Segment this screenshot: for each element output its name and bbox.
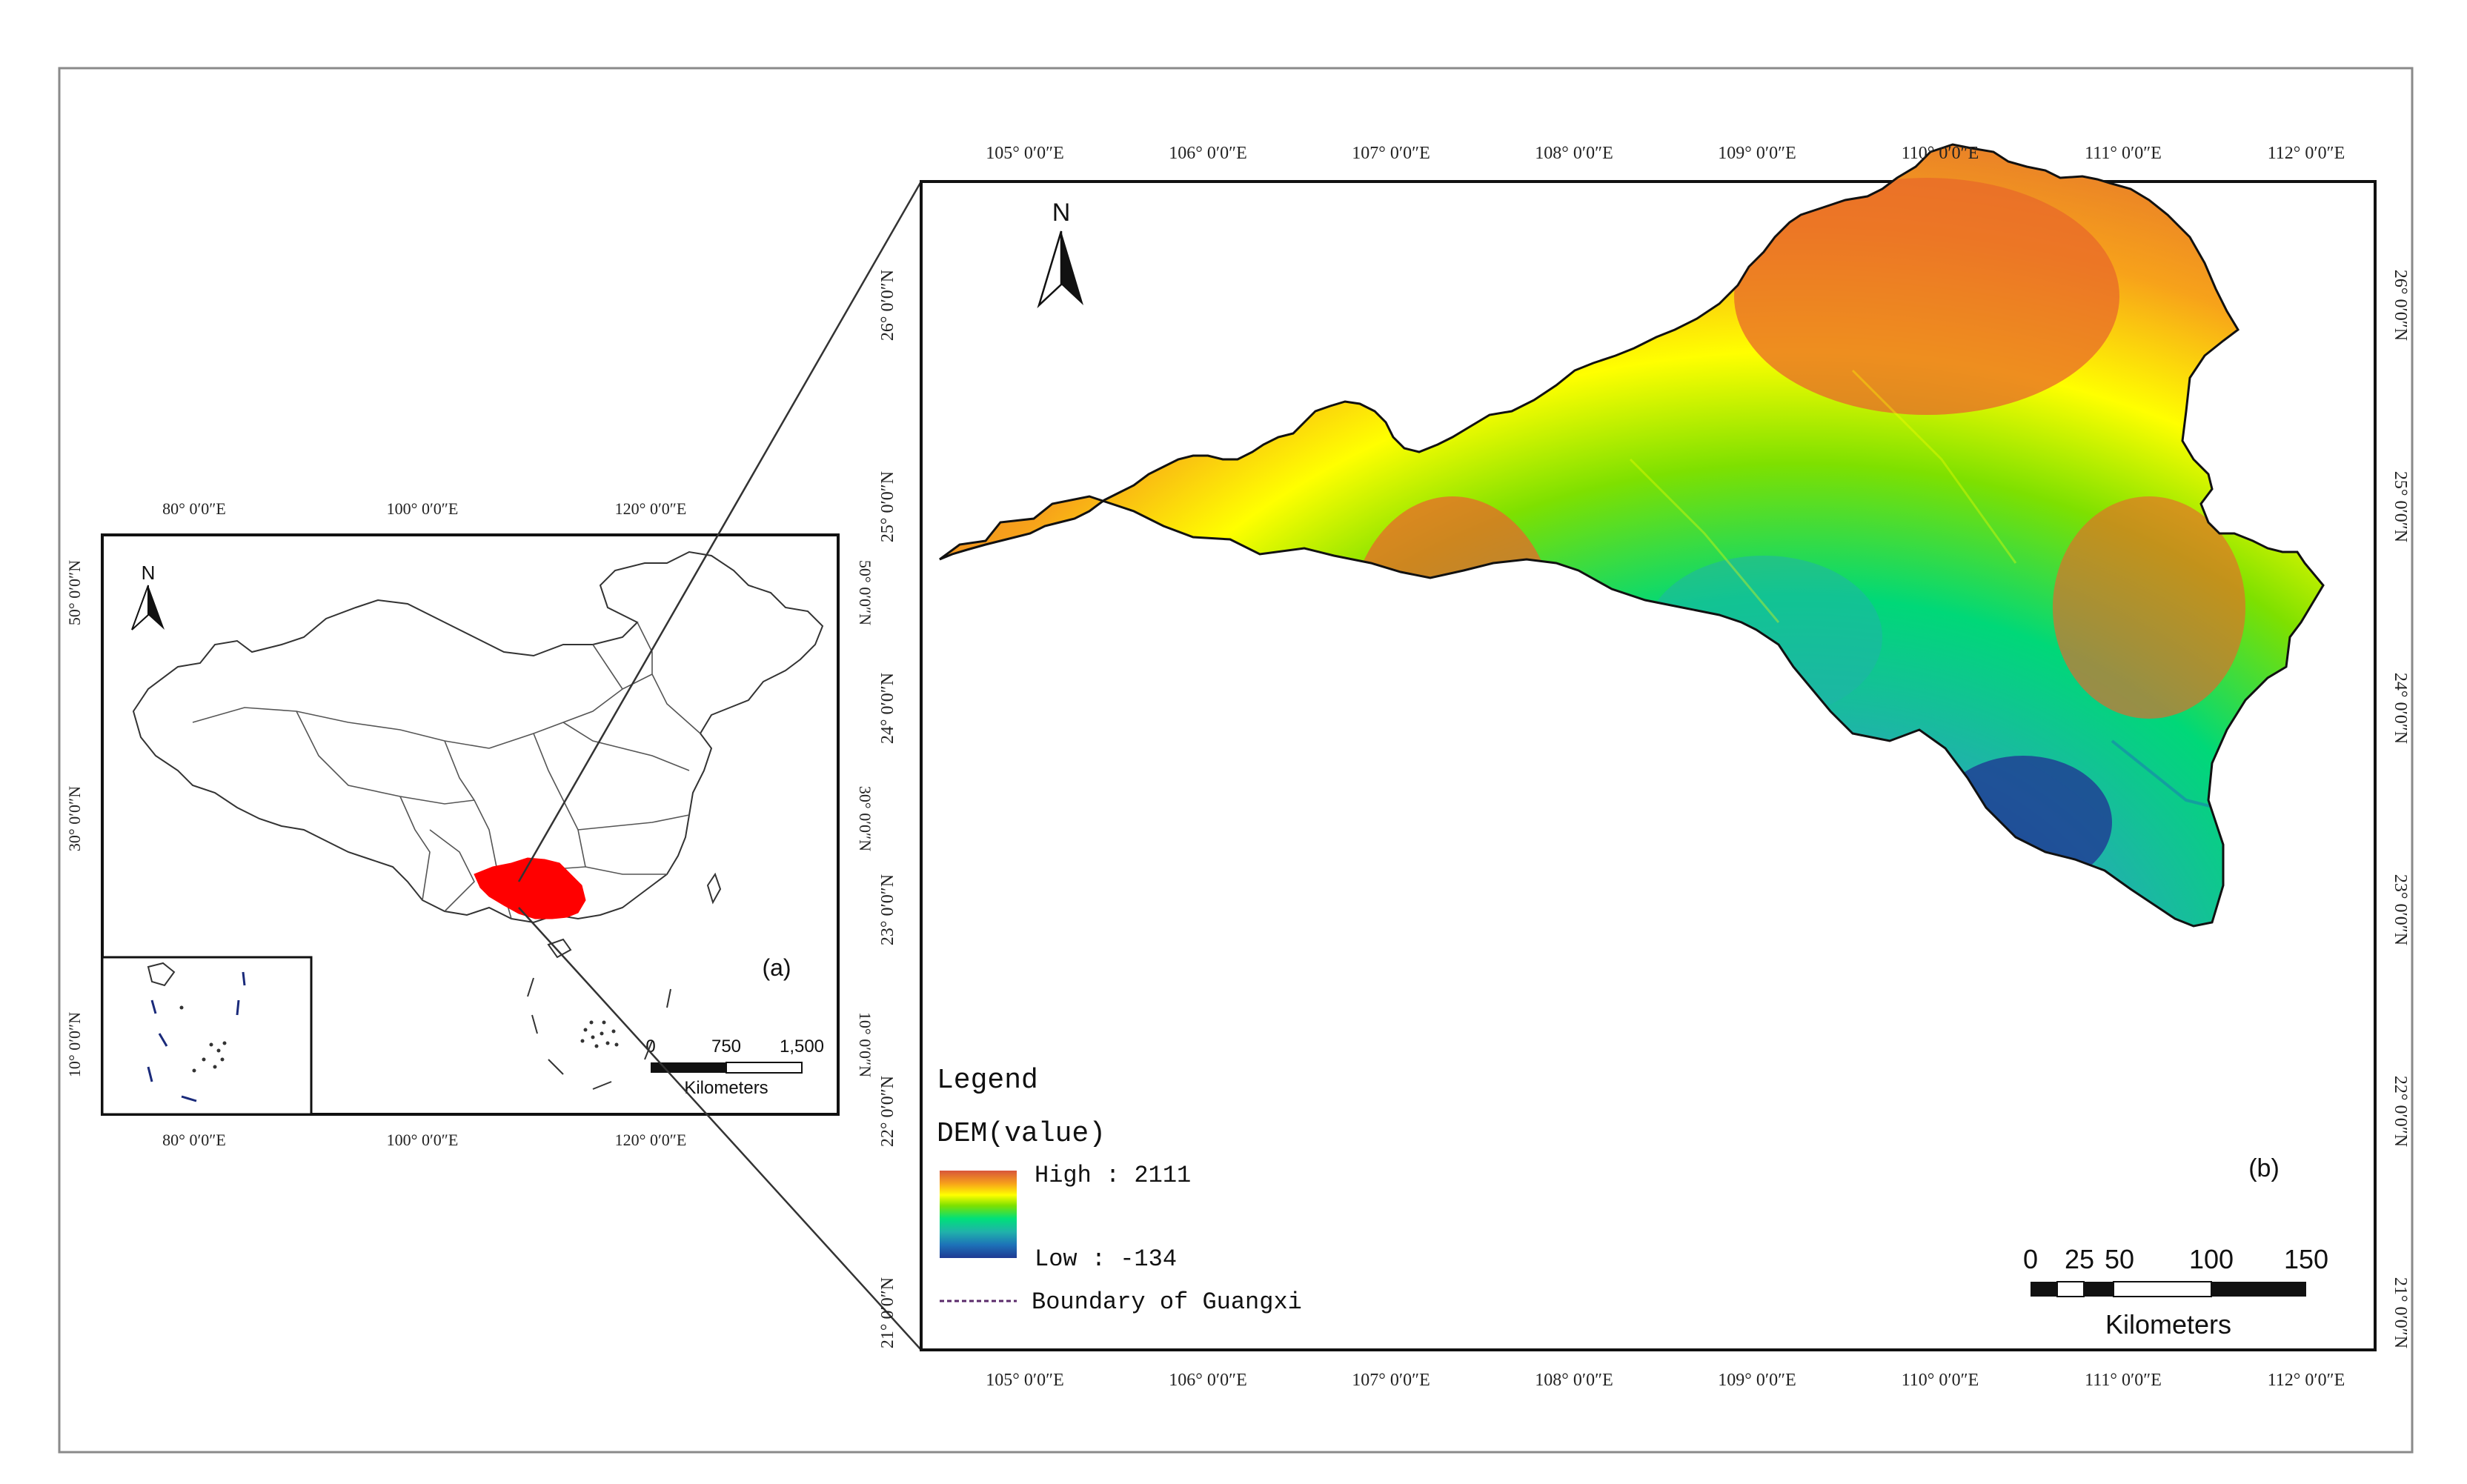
inset-dash-line	[147, 971, 246, 1102]
panel-a-top-ticks: 80° 0′0″E 100° 0′0″E 120° 0′0″E	[162, 499, 686, 518]
province-boundaries	[192, 622, 701, 919]
panel-b-scale-50: 50	[2105, 1244, 2134, 1274]
panel-b-right-tick: 25° 0′0″N	[2391, 471, 2410, 542]
legend-high: High : 2111	[1035, 1162, 1191, 1189]
panel-b-right-tick: 22° 0′0″N	[2391, 1076, 2410, 1147]
panel-b-bottom-tick: 108° 0′0″E	[1535, 1371, 1613, 1390]
panel-a-bottom-tick: 100° 0′0″E	[387, 1131, 459, 1149]
taiwan-island	[706, 872, 722, 905]
china-outline	[132, 550, 824, 924]
panel-b-label: (b)	[2248, 1154, 2280, 1182]
panel-a-right-tick: 50° 0′0″N	[856, 560, 874, 625]
panel-b-bottom-tick: 105° 0′0″E	[986, 1371, 1064, 1390]
panel-a-right-tick: 10° 0′0″N	[856, 1012, 874, 1077]
panel-b-left-tick: 25° 0′0″N	[878, 471, 897, 542]
inset-coast	[147, 962, 176, 987]
panel-a-north-arrow: N	[131, 562, 165, 630]
panel-a-left-tick: 10° 0′0″N	[65, 1012, 84, 1077]
legend-title: Legend	[937, 1065, 1038, 1097]
panel-b-left-tick: 22° 0′0″N	[878, 1076, 897, 1147]
panel-a-top-tick: 80° 0′0″E	[162, 499, 226, 518]
panel-b-right-tick: 24° 0′0″N	[2391, 673, 2410, 744]
panel-b-top-tick: 110° 0′0″E	[1902, 144, 1979, 163]
guangxi-highlight	[474, 857, 586, 919]
panel-b-top-tick: 109° 0′0″E	[1718, 144, 1796, 163]
panel-a-bottom-ticks: 80° 0′0″E 100° 0′0″E 120° 0′0″E	[162, 1131, 686, 1149]
panel-b-north-arrow: N	[1037, 199, 1083, 309]
panel-a-left-tick: 50° 0′0″N	[65, 560, 84, 625]
panel-b-left-tick: 21° 0′0″N	[878, 1277, 897, 1348]
panel-b-bottom-tick: 109° 0′0″E	[1718, 1371, 1796, 1390]
panel-b-top-tick: 105° 0′0″E	[986, 144, 1064, 163]
panel-b-bottom-ticks: 105° 0′0″E 106° 0′0″E 107° 0′0″E 108° 0′…	[986, 1371, 2345, 1390]
panel-b-right-tick: 21° 0′0″N	[2391, 1277, 2410, 1348]
panel-a-scale-1500: 1,500	[780, 1037, 824, 1057]
panel-b-scale-25: 25	[2065, 1244, 2094, 1274]
panel-b-right-tick: 23° 0′0″N	[2391, 874, 2410, 945]
panel-a-top-tick: 100° 0′0″E	[387, 499, 459, 518]
panel-b-dem-map: N Legend DEM(value) High : 2111 Low : -1…	[878, 143, 2410, 1390]
panel-b-bottom-tick: 110° 0′0″E	[1902, 1371, 1979, 1390]
panel-b-scale-100: 100	[2189, 1244, 2234, 1274]
panel-a-right-ticks: 50° 0′0″N 30° 0′0″N 10° 0′0″N	[856, 560, 874, 1077]
panel-b-right-tick: 26° 0′0″N	[2391, 270, 2410, 341]
panel-b-top-tick: 111° 0′0″E	[2085, 144, 2162, 163]
south-china-sea-inset	[101, 956, 313, 1116]
legend-color-ramp	[940, 1171, 1017, 1258]
panel-a-top-tick: 120° 0′0″E	[615, 499, 687, 518]
panel-a-scale-750: 750	[711, 1037, 741, 1057]
panel-a-label: (a)	[762, 954, 791, 981]
panel-b-bottom-tick: 107° 0′0″E	[1352, 1371, 1430, 1390]
panel-a-right-tick: 30° 0′0″N	[856, 786, 874, 851]
panel-b-north-label: N	[1052, 199, 1071, 227]
panel-b-left-ticks: 26° 0′0″N 25° 0′0″N 24° 0′0″N 23° 0′0″N …	[878, 270, 897, 1348]
panel-a-bottom-tick: 120° 0′0″E	[615, 1131, 687, 1149]
panel-b-top-tick: 107° 0′0″E	[1352, 144, 1430, 163]
panel-a-left-tick: 30° 0′0″N	[65, 786, 84, 851]
panel-b-top-ticks: 105° 0′0″E 106° 0′0″E 107° 0′0″E 108° 0′…	[986, 144, 2345, 163]
south-china-sea-islands	[580, 1020, 619, 1048]
legend-low: Low : -134	[1035, 1245, 1177, 1273]
panel-b-scale-150: 150	[2284, 1244, 2328, 1274]
dem-legend: Legend DEM(value) High : 2111 Low : -134…	[937, 1065, 1302, 1316]
panel-a-scale-unit: Kilometers	[684, 1078, 768, 1098]
panel-a-left-ticks: 50° 0′0″N 30° 0′0″N 10° 0′0″N	[65, 560, 84, 1077]
panel-a-scale-0: 0	[645, 1037, 655, 1057]
legend-boundary: Boundary of Guangxi	[1032, 1288, 1302, 1316]
panel-b-right-ticks: 26° 0′0″N 25° 0′0″N 24° 0′0″N 23° 0′0″N …	[2391, 270, 2410, 1348]
panel-b-top-tick: 112° 0′0″E	[2268, 144, 2345, 163]
panel-b-bottom-tick: 112° 0′0″E	[2268, 1371, 2345, 1390]
panel-b-scale-bar: 0 25 50 100 150 Kilometers	[2023, 1244, 2328, 1340]
panel-a-scale-bar: 0 750 1,500 Kilometers	[645, 1037, 824, 1098]
panel-b-left-tick: 23° 0′0″N	[878, 874, 897, 945]
panel-a-locator-map: N (a) 0 750 1,500 Kilometers 80° 0′0″E 1…	[65, 499, 874, 1149]
panel-b-scale-unit: Kilometers	[2105, 1309, 2231, 1340]
zoom-connector-lines	[517, 181, 923, 1351]
panel-b-bottom-tick: 111° 0′0″E	[2085, 1371, 2162, 1390]
panel-a-north-label: N	[142, 562, 156, 584]
legend-subtitle: DEM(value)	[937, 1118, 1106, 1150]
panel-b-top-tick: 106° 0′0″E	[1169, 144, 1247, 163]
panel-b-top-tick: 108° 0′0″E	[1535, 144, 1613, 163]
panel-b-left-tick: 26° 0′0″N	[878, 270, 897, 341]
hainan-island	[547, 938, 572, 959]
panel-a-bottom-tick: 80° 0′0″E	[162, 1131, 226, 1149]
panel-b-scale-0: 0	[2023, 1244, 2038, 1274]
inset-islands	[179, 1005, 227, 1073]
panel-b-left-tick: 24° 0′0″N	[878, 673, 897, 744]
panel-b-bottom-tick: 106° 0′0″E	[1169, 1371, 1247, 1390]
